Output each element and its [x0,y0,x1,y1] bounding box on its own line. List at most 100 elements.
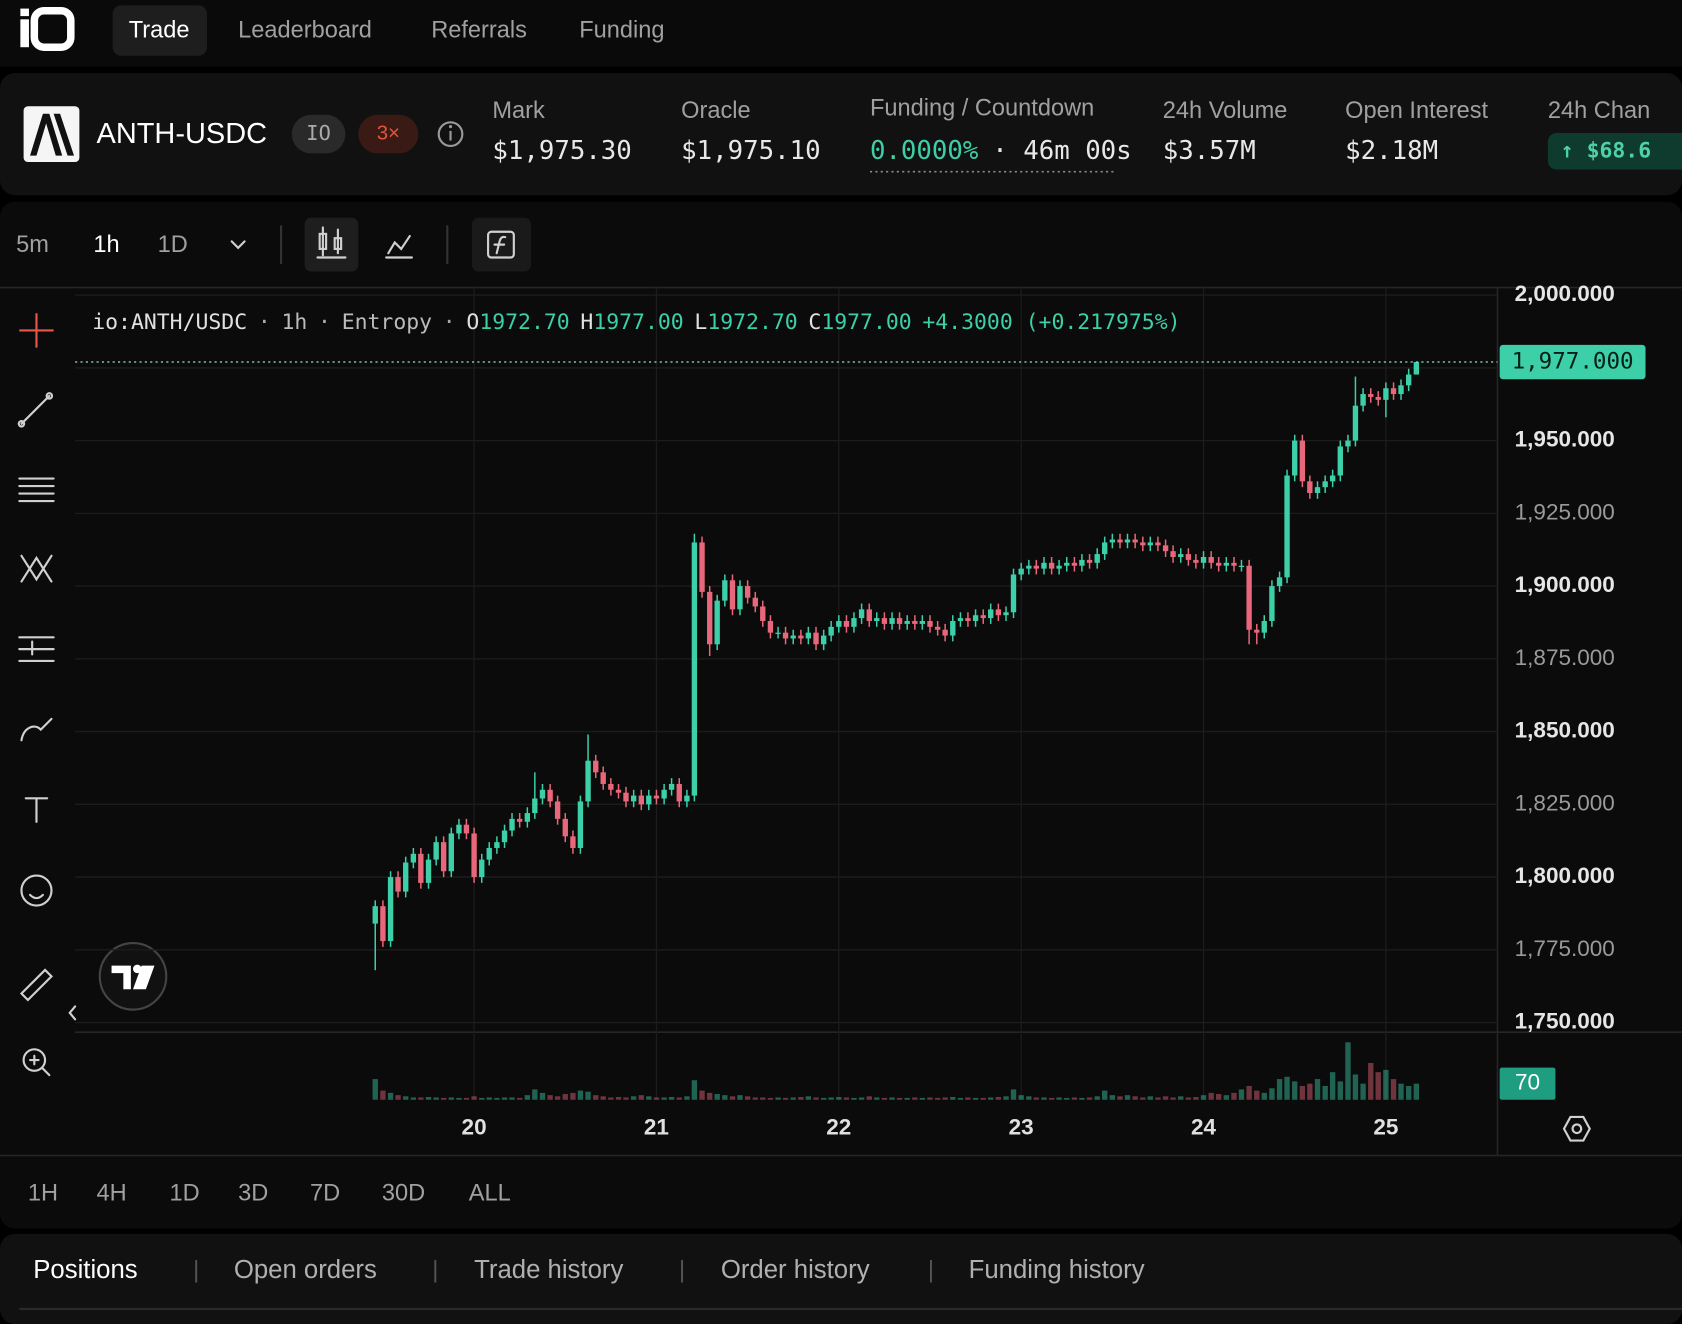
volume-bar [547,1095,553,1100]
volume-bar [577,1090,584,1100]
interval-button[interactable]: 5m [16,232,49,258]
nav-tab[interactable]: Trade [129,17,190,43]
volume-bar [524,1095,531,1100]
volume-bar [479,1097,485,1100]
volume-bar [410,1097,417,1100]
volume-bar [1185,1097,1192,1100]
range-button[interactable]: 30D [382,1180,425,1206]
stat-value: $3.57M [1163,136,1256,166]
volume-bar [866,1096,872,1100]
candle-body [1284,475,1290,578]
candle-body [980,615,986,619]
volume-bar [843,1097,850,1100]
candle-body [1307,481,1313,493]
range-button[interactable]: 1D [169,1180,199,1206]
candle-body [691,542,698,796]
candle-body [585,760,591,802]
volume-bar [699,1090,705,1100]
candle-body [1132,539,1138,543]
range-button[interactable]: 7D [310,1180,340,1206]
leverage-bg [358,114,419,154]
range-button[interactable]: 4H [97,1180,127,1206]
volume-bar [638,1095,644,1100]
settings-icon[interactable] [1562,1115,1591,1142]
candle-body [729,580,736,610]
info-icon[interactable] [437,121,464,147]
volume-bar [463,1097,470,1100]
candle-body [1102,542,1108,555]
orders-tab[interactable]: Trade history [474,1256,623,1284]
candle-type-button[interactable] [304,217,359,272]
volume-bar [1292,1081,1298,1100]
volume-bar [448,1097,454,1100]
volume-bar [805,1096,812,1100]
orders-tab[interactable]: Order history [721,1256,870,1284]
leverage-badge: 3× [377,123,400,145]
candle-body [1276,577,1283,587]
volume-bar [1033,1097,1039,1100]
nav-tab[interactable]: Leaderboard [238,17,372,43]
candle-body [972,615,979,622]
candle-body [1299,440,1306,482]
candle-body [1223,562,1230,566]
volume-bar [691,1080,698,1100]
stat-extra: · 46m 00s [992,136,1131,166]
candle-body [403,862,409,892]
active-tab-bg[interactable] [112,5,208,56]
volume-bar [1079,1097,1085,1100]
candle-body [684,795,690,802]
volume-bar [1003,1096,1009,1100]
volume-bar [1284,1076,1290,1100]
volume-bar [433,1097,439,1100]
last-price-tag [1499,344,1646,380]
drawing-tools[interactable] [17,313,55,1077]
volume-bar [1064,1097,1070,1100]
interval-dropdown[interactable] [230,240,246,250]
volume-bar [995,1096,1002,1100]
candle-body [479,859,485,878]
range-button[interactable]: ALL [469,1180,511,1206]
candle-body [866,609,872,622]
range-button[interactable]: 3D [238,1180,268,1206]
orders-tab[interactable]: Funding history [969,1256,1145,1284]
candle-body [957,618,964,622]
volume-bar [1010,1089,1017,1100]
volume-bar [615,1096,622,1100]
x-tick-label: 23 [1009,1115,1034,1140]
orders-panel [0,1233,1682,1324]
candle-body [1269,586,1275,622]
candle-body [1033,565,1039,569]
stat-label: 24h Volume [1163,98,1288,124]
volume-bar [517,1097,523,1100]
nav-tab[interactable]: Funding [579,17,664,43]
interval-button[interactable]: 1D [158,232,188,258]
candle-body [1086,559,1093,563]
candle-body [851,618,857,627]
legend-item: io:ANTH/USDC [92,310,247,335]
orders-tab[interactable]: Open orders [234,1256,377,1284]
x-tick-label: 25 [1373,1115,1398,1140]
candle-body [372,906,378,924]
volume-bar [1147,1096,1153,1100]
volume-bar [729,1096,736,1100]
candle-body [1337,446,1343,476]
volume-bar [782,1097,789,1100]
interval-button[interactable]: 1h [93,232,119,258]
volume-bar [684,1096,690,1100]
candle-body [1003,612,1009,616]
line-type-button[interactable] [385,234,413,259]
stat-value: $1,975.30 [492,136,631,166]
candle-body [1208,556,1214,563]
legend-item: 1977.00 [593,310,683,335]
candle-body [630,795,637,802]
volume-bar [1162,1096,1169,1100]
volume-tag [1499,1067,1556,1100]
candle-body [722,580,728,601]
nav-tab[interactable]: Referrals [431,17,527,43]
y-tick-label: 1,950.000 [1515,427,1615,452]
range-button[interactable]: 1H [28,1180,58,1206]
volume-bar [395,1095,401,1100]
collapse-arrow[interactable] [68,1005,77,1021]
orders-tab[interactable]: Positions [33,1256,137,1284]
candle-body [874,618,880,622]
